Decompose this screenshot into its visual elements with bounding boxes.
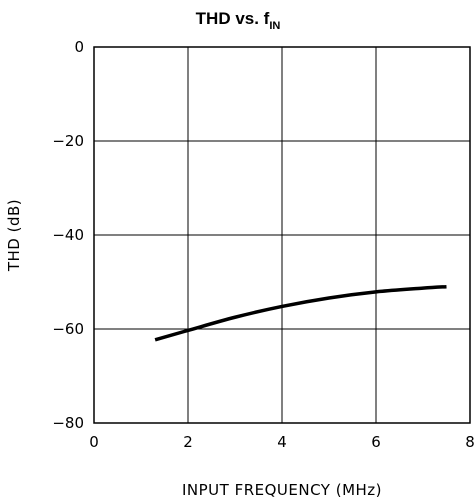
y-axis-label: THD (dB) (5, 199, 23, 272)
series-group (154, 284, 447, 342)
x-tick-label: 4 (277, 433, 287, 451)
y-tick-labels: 0 −20 −40 −60 −80 (52, 38, 84, 432)
y-tick-label: −20 (52, 132, 84, 150)
x-tick-label: 0 (89, 433, 99, 451)
y-tick-label: −60 (52, 320, 84, 338)
chart-title-subscript: IN (269, 20, 280, 32)
grid-lines (94, 47, 470, 423)
x-tick-labels: 0 2 4 6 8 (89, 433, 475, 451)
y-tick-label: −40 (52, 226, 84, 244)
x-tick-label: 2 (183, 433, 193, 451)
thd-series-line (154, 284, 447, 342)
chart-title: THD vs. fIN (196, 9, 281, 32)
chart-title-main: THD vs. f (196, 9, 270, 28)
x-tick-label: 6 (371, 433, 381, 451)
x-tick-label: 8 (465, 433, 475, 451)
y-tick-label: 0 (74, 38, 84, 56)
y-tick-label: −80 (52, 414, 84, 432)
x-axis-label: INPUT FREQUENCY (MHz) (182, 481, 382, 499)
